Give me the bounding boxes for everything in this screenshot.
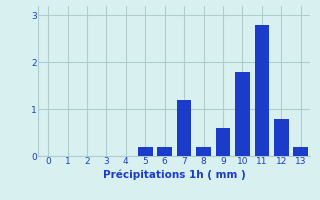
Bar: [157, 147, 172, 156]
Bar: [138, 147, 153, 156]
Bar: [254, 25, 269, 156]
Bar: [216, 128, 230, 156]
Bar: [177, 100, 191, 156]
Bar: [235, 72, 250, 156]
Bar: [196, 147, 211, 156]
Bar: [274, 118, 289, 156]
Bar: [293, 147, 308, 156]
X-axis label: Précipitations 1h ( mm ): Précipitations 1h ( mm ): [103, 169, 246, 180]
